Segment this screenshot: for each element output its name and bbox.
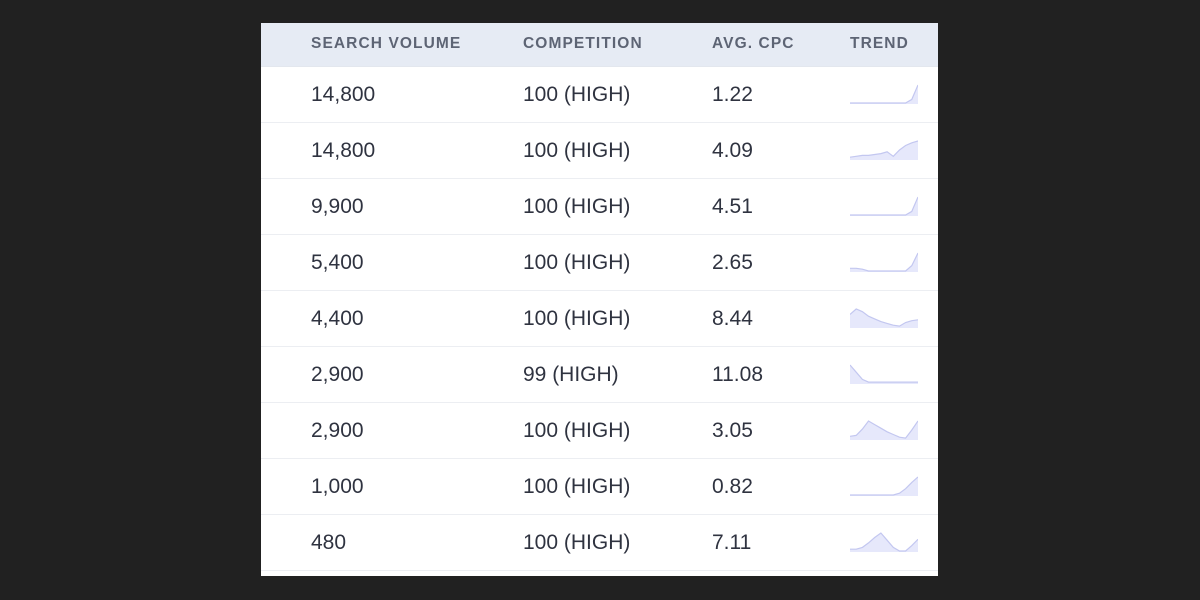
sparkline-line [850, 364, 918, 383]
sparkline-area [850, 533, 918, 552]
cell-search-volume: 2,900 [311, 363, 364, 386]
column-header-search-volume[interactable]: SEARCH VOLUME [311, 35, 462, 52]
table-row[interactable]: 2,900 99 (HIGH) 11.08 [261, 347, 938, 403]
sparkline-area [850, 477, 918, 496]
sparkline-area [850, 85, 918, 104]
table-row[interactable]: 14,800 100 (HIGH) 4.09 [261, 123, 938, 179]
cell-competition: 100 (HIGH) [523, 307, 631, 330]
sparkline-line [850, 84, 918, 104]
cell-avg-cpc: 0.82 [712, 475, 753, 498]
cell-search-volume: 5,400 [311, 251, 364, 274]
table-row[interactable]: 480 100 (HIGH) 7.11 [261, 515, 938, 571]
cell-competition: 99 (HIGH) [523, 363, 619, 386]
cell-avg-cpc: 4.51 [712, 195, 753, 218]
sparkline-line [850, 140, 918, 158]
sparkline-line [850, 196, 918, 216]
sparkline-line [850, 308, 918, 327]
trend-sparkline [850, 532, 918, 552]
trend-sparkline [850, 84, 918, 104]
sparkline-area [850, 253, 918, 272]
cell-avg-cpc: 1.22 [712, 83, 753, 106]
table-row[interactable]: 1,000 100 (HIGH) 0.82 [261, 459, 938, 515]
sparkline-line [850, 476, 918, 496]
trend-sparkline [850, 420, 918, 440]
table-row[interactable]: 9,900 100 (HIGH) 4.51 [261, 179, 938, 235]
cell-search-volume: 2,900 [311, 419, 364, 442]
cell-search-volume: 14,800 [311, 83, 376, 106]
cell-competition: 100 (HIGH) [523, 531, 631, 554]
sparkline-area [850, 309, 918, 328]
sparkline-area [850, 365, 918, 384]
table-row[interactable]: 2,900 100 (HIGH) 3.05 [261, 403, 938, 459]
sparkline-area [850, 197, 918, 216]
trend-sparkline [850, 364, 918, 384]
cell-competition: 100 (HIGH) [523, 251, 631, 274]
trend-sparkline [850, 196, 918, 216]
trend-sparkline [850, 308, 918, 328]
cell-avg-cpc: 7.11 [712, 531, 752, 554]
cell-search-volume: 14,800 [311, 139, 376, 162]
cell-competition: 100 (HIGH) [523, 83, 631, 106]
cell-competition: 100 (HIGH) [523, 419, 631, 442]
trend-sparkline [850, 476, 918, 496]
sparkline-line [850, 252, 918, 272]
sparkline-area [850, 141, 918, 160]
cell-avg-cpc: 2.65 [712, 251, 753, 274]
cell-avg-cpc: 8.44 [712, 307, 753, 330]
cell-avg-cpc: 3.05 [712, 419, 753, 442]
sparkline-line [850, 420, 918, 439]
table-row[interactable]: 14,800 100 (HIGH) 1.22 [261, 67, 938, 123]
cell-competition: 100 (HIGH) [523, 195, 631, 218]
sparkline-line [850, 532, 918, 552]
table-body: 14,800 100 (HIGH) 1.22 14,800 100 (HIGH) 4.09… [261, 67, 938, 571]
trend-sparkline [850, 252, 918, 272]
table-row[interactable]: 4,400 100 (HIGH) 8.44 [261, 291, 938, 347]
table-row[interactable]: 5,400 100 (HIGH) 2.65 [261, 235, 938, 291]
cell-search-volume: 480 [311, 531, 347, 554]
cell-competition: 100 (HIGH) [523, 475, 631, 498]
cell-search-volume: 9,900 [311, 195, 364, 218]
cell-avg-cpc: 11.08 [712, 363, 763, 386]
cell-competition: 100 (HIGH) [523, 139, 631, 162]
cell-search-volume: 1,000 [311, 475, 364, 498]
column-header-competition[interactable]: COMPETITION [523, 35, 643, 52]
column-header-avg-cpc[interactable]: AVG. CPC [712, 35, 795, 52]
trend-sparkline [850, 140, 918, 160]
keyword-table: SEARCH VOLUME COMPETITION AVG. CPC TREND… [261, 23, 938, 576]
column-header-trend[interactable]: TREND [850, 35, 909, 52]
cell-avg-cpc: 4.09 [712, 139, 753, 162]
table-header: SEARCH VOLUME COMPETITION AVG. CPC TREND [261, 23, 938, 67]
cell-search-volume: 4,400 [311, 307, 364, 330]
